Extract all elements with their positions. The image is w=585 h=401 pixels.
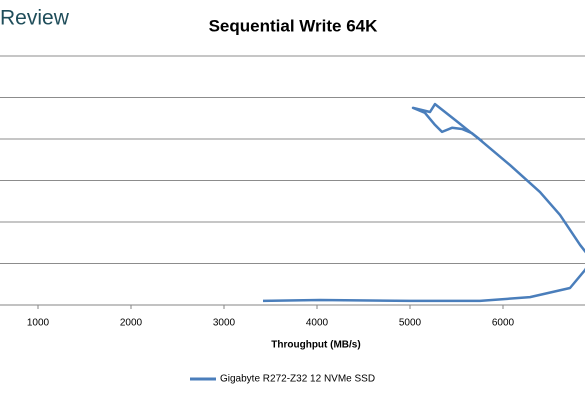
logo-text: Review [0, 7, 70, 30]
x-tick-label: 6000 [492, 318, 515, 329]
x-tick-label: 2000 [120, 318, 143, 329]
chart-title: Sequential Write 64K [209, 16, 379, 35]
legend-label: Gigabyte R272-Z32 12 NVMe SSD [220, 374, 375, 385]
x-tick-label: 1000 [27, 318, 50, 329]
x-tick-label: 3000 [213, 318, 236, 329]
x-tick-label: 4000 [306, 318, 329, 329]
x-tick-label: 5000 [399, 318, 422, 329]
data-line [262, 102, 585, 303]
x-axis-label: Throughput (MB/s) [271, 340, 360, 351]
